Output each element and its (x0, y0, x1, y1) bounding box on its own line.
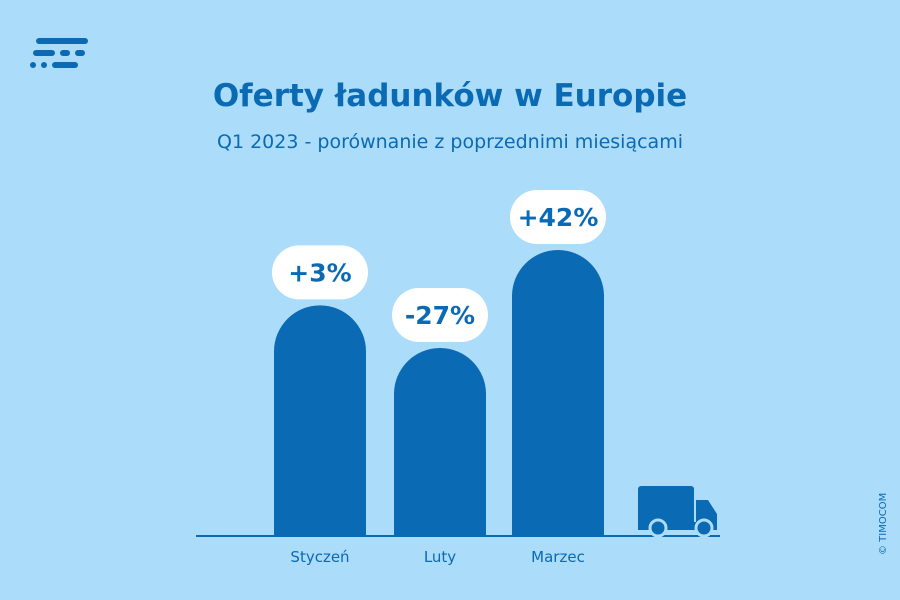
chart-title: Oferty ładunków w Europie (212, 78, 688, 114)
bar-luty (394, 348, 486, 535)
data-label: +42% (518, 203, 599, 232)
category-label: Luty (424, 548, 456, 566)
timocom-logo-icon (30, 38, 88, 68)
chart-subtitle: Q1 2023 - porównanie z poprzednimi miesi… (217, 131, 683, 153)
value-bubble (272, 245, 368, 300)
bar-marzec (512, 250, 604, 535)
data-label: -27% (405, 301, 475, 330)
value-bubble (510, 190, 606, 244)
bar-styczeń (274, 305, 366, 535)
copyright-text: © TIMOCOM (878, 492, 889, 555)
category-label: Marzec (531, 548, 585, 566)
truck-icon (638, 486, 717, 538)
value-bubble (392, 288, 488, 342)
data-label: +3% (288, 258, 351, 287)
category-label: Styczeń (290, 548, 349, 566)
